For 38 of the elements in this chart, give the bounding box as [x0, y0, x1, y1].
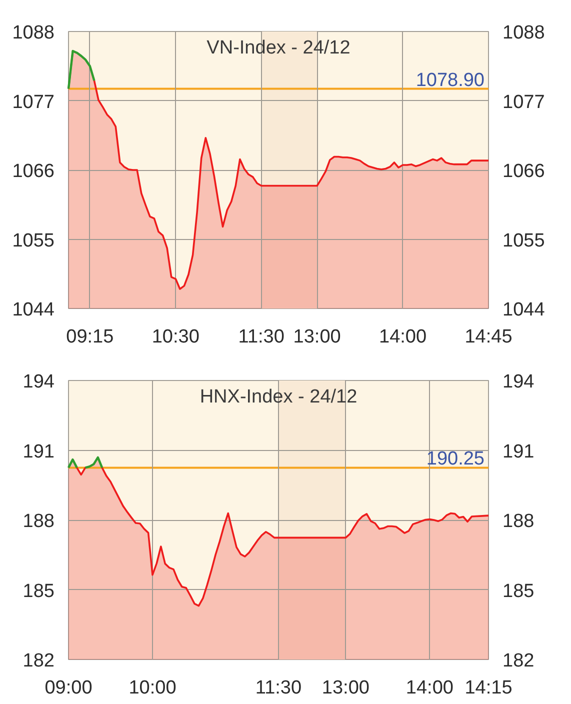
x-tick-label: 10:30 [152, 326, 200, 348]
chart-title: VN-Index - 24/12 [206, 38, 350, 58]
x-tick-label: 11:30 [255, 678, 302, 698]
y-tick-label: 191 [22, 441, 54, 462]
y2-tick-label: 185 [502, 580, 534, 602]
x-tick-label: 14:00 [406, 678, 454, 698]
line-series [84, 456, 104, 469]
y2-tick-label: 191 [502, 441, 534, 462]
x-tick-label: 09:15 [66, 326, 114, 348]
ref-line-label: 1078.90 [416, 70, 485, 91]
y-tick-label: 182 [22, 650, 54, 672]
y-tick-label: 185 [22, 580, 54, 602]
y-tick-label: 188 [22, 511, 54, 532]
y2-tick-label: 1066 [502, 161, 545, 182]
y2-tick-label: 1088 [502, 22, 545, 44]
y2-tick-label: 1077 [502, 92, 545, 113]
ref-line-label: 190.25 [426, 448, 485, 470]
x-tick-label: 13:00 [322, 678, 370, 698]
y-tick-label: 1088 [12, 22, 55, 44]
x-tick-label: 14:15 [464, 678, 512, 698]
x-tick-label: 13:00 [293, 326, 341, 348]
y2-tick-label: 194 [502, 372, 535, 392]
y-tick-label: 1044 [12, 300, 55, 320]
y-tick-label: 1066 [12, 161, 55, 182]
x-tick-label: 11:30 [238, 326, 284, 348]
y-tick-label: 1077 [12, 92, 55, 113]
y2-tick-label: 1044 [502, 300, 546, 320]
x-tick-label: 10:00 [128, 678, 176, 698]
chart-title: HNX-Index - 24/12 [200, 386, 358, 408]
y-tick-label: 194 [22, 372, 55, 392]
y2-tick-label: 182 [502, 650, 534, 672]
x-tick-label: 14:00 [379, 326, 427, 348]
y-tick-label: 1055 [12, 230, 55, 252]
x-tick-label: 09:00 [44, 678, 92, 698]
y2-tick-label: 188 [502, 511, 534, 532]
y2-tick-label: 1055 [502, 230, 545, 252]
line-series [67, 50, 96, 90]
x-tick-label: 14:45 [464, 326, 512, 348]
